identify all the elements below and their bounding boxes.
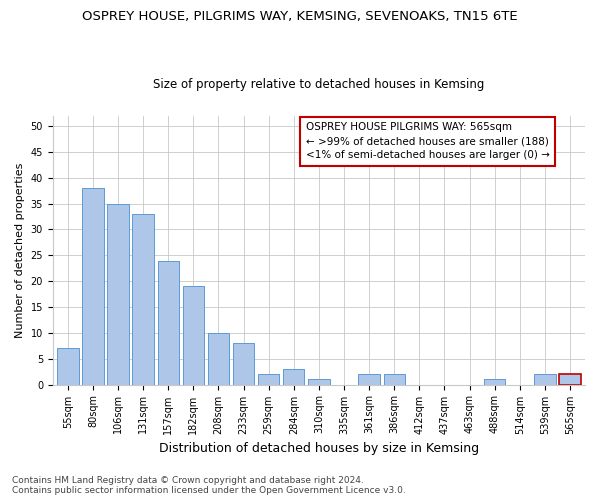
Bar [534,374,556,384]
Bar [283,369,304,384]
Bar [383,374,405,384]
Bar [158,260,179,384]
Bar [484,380,505,384]
Y-axis label: Number of detached properties: Number of detached properties [15,162,25,338]
Text: Contains HM Land Registry data © Crown copyright and database right 2024.
Contai: Contains HM Land Registry data © Crown c… [12,476,406,495]
Bar [182,286,204,384]
Bar [82,188,104,384]
Bar [208,333,229,384]
Text: OSPREY HOUSE PILGRIMS WAY: 565sqm
← >99% of detached houses are smaller (188)
<1: OSPREY HOUSE PILGRIMS WAY: 565sqm ← >99%… [305,122,550,160]
Bar [258,374,280,384]
Bar [107,204,129,384]
Bar [133,214,154,384]
X-axis label: Distribution of detached houses by size in Kemsing: Distribution of detached houses by size … [159,442,479,455]
Bar [559,374,581,384]
Bar [308,380,329,384]
Bar [57,348,79,384]
Bar [358,374,380,384]
Bar [233,343,254,384]
Title: Size of property relative to detached houses in Kemsing: Size of property relative to detached ho… [153,78,485,91]
Text: OSPREY HOUSE, PILGRIMS WAY, KEMSING, SEVENOAKS, TN15 6TE: OSPREY HOUSE, PILGRIMS WAY, KEMSING, SEV… [82,10,518,23]
